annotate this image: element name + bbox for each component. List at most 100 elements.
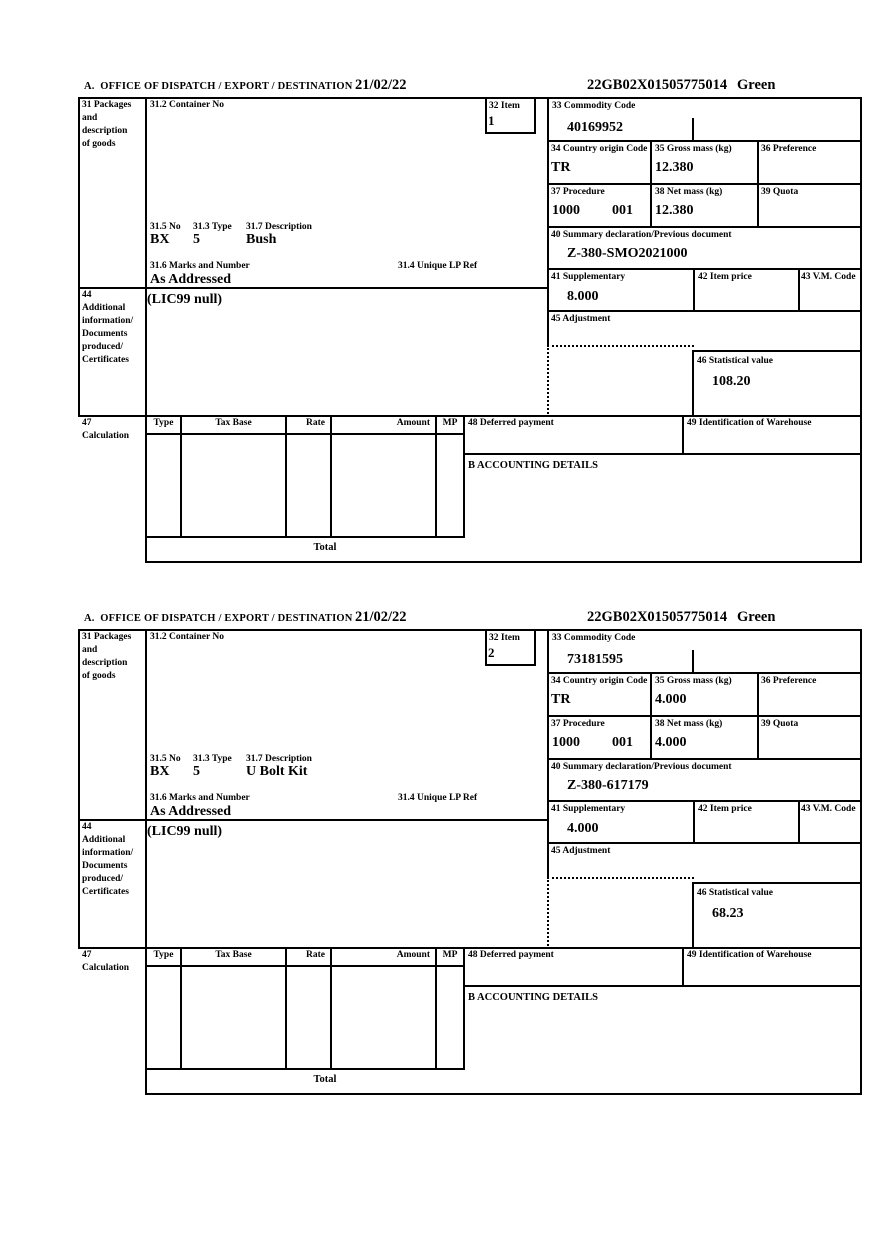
outer-border-right xyxy=(860,629,862,1095)
box44-label-line6: Certificates xyxy=(82,887,129,897)
box32-left-rule xyxy=(485,97,487,134)
box32-right-rule xyxy=(534,629,536,666)
package-type-label: 31.3 Type xyxy=(193,754,232,764)
gross-mass-value: 12.380 xyxy=(655,160,694,175)
tax-col-mp-header: MP xyxy=(442,950,458,960)
declaration-date: 21/02/22 xyxy=(355,609,407,625)
box46-left-rule xyxy=(692,882,694,949)
box49-left-divider xyxy=(682,415,684,455)
box33-bottom-rule xyxy=(547,140,862,142)
tax-col-amount-header: Amount xyxy=(396,950,430,960)
box31-label-line3: description xyxy=(82,126,128,136)
marks-and-number-label: 31.6 Marks and Number xyxy=(150,793,250,803)
item-number-value: 1 xyxy=(488,113,495,128)
package-no-value: BX xyxy=(150,764,170,779)
tax-col-type-header: Type xyxy=(153,950,174,960)
box44-top-rule xyxy=(78,819,549,821)
adjustment-dotted-horizontal xyxy=(547,877,694,879)
deferred-payment-label: 48 Deferred payment xyxy=(468,418,554,428)
accounting-details-label: B ACCOUNTING DETAILS xyxy=(468,460,598,471)
tax-col-type-header: Type xyxy=(153,418,174,428)
box44-label-line5: produced/ xyxy=(82,342,124,352)
quota-label: 39 Quota xyxy=(761,187,799,197)
warehouse-id-label: 49 Identification of Warehouse xyxy=(687,418,812,428)
box47-label-line2: Calculation xyxy=(82,431,129,441)
declaration-reference: 22GB02X01505775014 xyxy=(587,77,728,93)
commodity-code-subdivider xyxy=(692,118,694,140)
box31-label-line3: description xyxy=(82,658,128,668)
package-no-label: 31.5 No xyxy=(150,222,181,232)
net-mass-label: 38 Net mass (kg) xyxy=(655,187,723,197)
statistical-value: 68.23 xyxy=(712,906,744,921)
tax-col-rate-header: Rate xyxy=(306,418,325,428)
declaration-item-section: A. OFFICE OF DISPATCH / EXPORT / DESTINA… xyxy=(0,76,882,576)
row34-bottom-rule xyxy=(547,715,862,717)
tax-col-type-divider xyxy=(180,415,182,538)
supplementary-value: 4.000 xyxy=(567,821,599,836)
net-mass-value: 12.380 xyxy=(655,203,694,218)
tax-col-mp-divider xyxy=(463,947,465,1070)
unique-lp-ref-label: 31.4 Unique LP Ref xyxy=(398,793,478,803)
preference-label: 36 Preference xyxy=(761,676,817,686)
commodity-code-label: 33 Commodity Code xyxy=(552,633,636,643)
box44-label-line3: information/ xyxy=(82,316,134,326)
box47-label-line2: Calculation xyxy=(82,963,129,973)
tax-col-base-header: Tax Base xyxy=(215,950,252,960)
box31-label-line2: and xyxy=(82,113,98,123)
procedure-value-2: 001 xyxy=(612,735,633,750)
box32-bottom-rule xyxy=(485,132,536,134)
previous-document-value: Z-380-SMO2021000 xyxy=(567,246,688,261)
tax-col-mp-divider xyxy=(463,415,465,538)
box46-top-rule xyxy=(692,882,862,884)
box44-label-line4: Documents xyxy=(82,329,128,339)
previous-document-value: Z-380-617179 xyxy=(567,778,649,793)
declaration-item-section: A. OFFICE OF DISPATCH / EXPORT / DESTINA… xyxy=(0,608,882,1108)
box46-top-rule xyxy=(692,350,862,352)
adjustment-dotted-horizontal xyxy=(547,345,694,347)
package-type-label: 31.3 Type xyxy=(193,222,232,232)
unique-lp-ref-label: 31.4 Unique LP Ref xyxy=(398,261,478,271)
tax-col-rate-divider xyxy=(330,947,332,1070)
container-no-label: 31.2 Container No xyxy=(150,100,224,110)
row41-bottom-rule xyxy=(547,310,862,312)
box44-label-line3: information/ xyxy=(82,848,134,858)
box47-label-line1: 47 xyxy=(82,950,92,960)
box31-label-line1: 31 Packages xyxy=(82,632,132,642)
box32-left-rule xyxy=(485,629,487,666)
marks-and-number-value: As Addressed xyxy=(150,272,232,287)
row41-bottom-rule xyxy=(547,842,862,844)
tax-table-bottom-rule xyxy=(145,1068,465,1070)
tax-col-rate-divider xyxy=(330,415,332,538)
gross-mass-label: 35 Gross mass (kg) xyxy=(655,676,732,686)
box47-top-rule xyxy=(78,947,862,949)
outer-border-top xyxy=(78,629,862,631)
box31-label-line4: of goods xyxy=(82,139,116,149)
box31-label-line2: and xyxy=(82,645,98,655)
vm-code-label: 43 V.M. Code xyxy=(801,272,856,282)
country-origin-value: TR xyxy=(551,692,571,707)
deferred-payment-label: 48 Deferred payment xyxy=(468,950,554,960)
row40-bottom-rule xyxy=(547,800,862,802)
procedure-label: 37 Procedure xyxy=(551,719,605,729)
row37-bottom-rule xyxy=(547,758,862,760)
country-origin-label: 34 Country origin Code xyxy=(551,144,648,154)
tax-col-type-divider xyxy=(180,947,182,1070)
procedure-value: 1000 xyxy=(552,203,580,218)
goods-description-value: U Bolt Kit xyxy=(246,764,308,779)
row34-bottom-rule xyxy=(547,183,862,185)
quota-label: 39 Quota xyxy=(761,719,799,729)
commodity-code-value: 73181595 xyxy=(567,652,623,667)
outer-border-left xyxy=(78,97,80,417)
col36-divider xyxy=(757,140,759,228)
item-number-label: 32 Item xyxy=(489,101,520,111)
box46-left-rule xyxy=(692,350,694,417)
col43-divider xyxy=(798,268,800,312)
statistical-value: 108.20 xyxy=(712,374,751,389)
tax-header-bottom-rule xyxy=(145,433,465,435)
net-mass-value: 4.000 xyxy=(655,735,687,750)
col42-divider xyxy=(693,800,695,844)
item-price-label: 42 Item price xyxy=(698,804,752,814)
adjustment-dotted-vertical xyxy=(547,877,549,949)
statistical-value-label: 46 Statistical value xyxy=(697,888,773,898)
